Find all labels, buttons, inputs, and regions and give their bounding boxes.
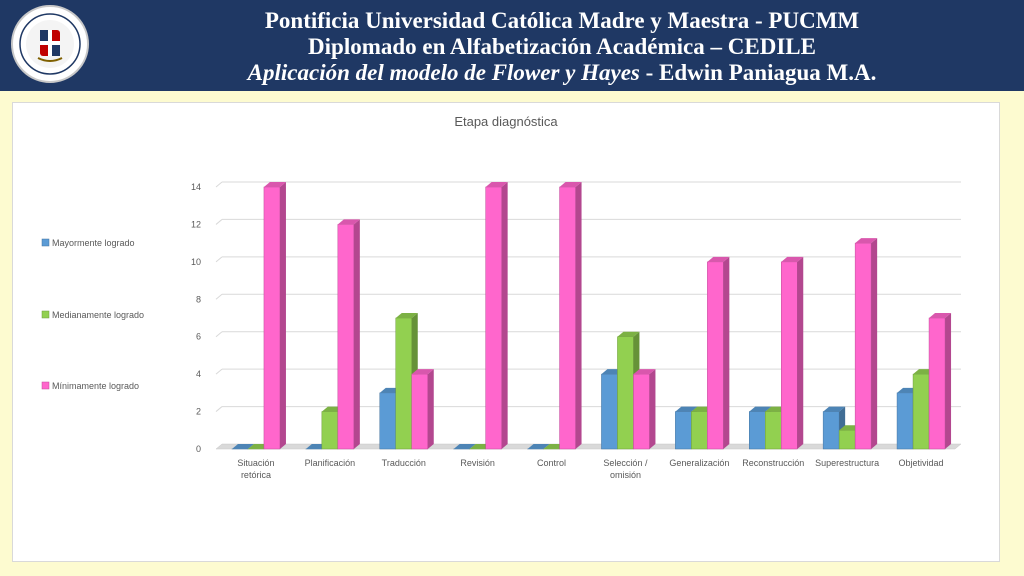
title-line-3-italic: Aplicación del modelo de Flower y Hayes (247, 60, 640, 85)
bar-2-9 (928, 317, 946, 450)
bar-top-0-7 (749, 406, 772, 412)
x-tick-label-5-0: Selección / (603, 458, 648, 468)
bar-side-2-4 (575, 182, 582, 449)
legend-swatch-1 (41, 310, 50, 319)
bar-top-0-3 (453, 444, 476, 449)
bar-side-2-2 (427, 369, 434, 449)
legend-label-1: Medianamente logrado (52, 310, 144, 320)
chart-title: Etapa diagnóstica (454, 114, 558, 129)
x-tick-label-8-0: Superestructura (815, 458, 879, 468)
bar-1-6 (691, 411, 708, 450)
bar-2-7 (781, 261, 798, 450)
gridline-diag-2 (215, 368, 223, 375)
y-tick-label-0: 0 (196, 444, 201, 454)
bar-side-2-8 (871, 238, 878, 449)
header-titles: Pontificia Universidad Católica Madre y … (100, 8, 1024, 86)
bar-side-2-0 (279, 182, 286, 449)
bar-1-1 (321, 411, 339, 450)
bar-top-2-3 (485, 182, 508, 187)
bar-side-2-9 (945, 313, 952, 449)
bar-top-2-4 (559, 182, 582, 187)
bar-top-2-9 (929, 313, 952, 318)
bar-side-2-7 (797, 256, 804, 449)
title-line-3: Aplicación del modelo de Flower y Hayes … (100, 60, 1024, 86)
y-tick-label-6: 12 (191, 219, 201, 229)
bar-2-4 (559, 186, 576, 450)
bar-top-2-8 (855, 238, 878, 244)
bar-side-2-5 (649, 369, 656, 449)
bar-side-2-3 (501, 182, 508, 449)
bar-top-2-1 (337, 219, 360, 225)
bar-side-2-1 (353, 219, 360, 449)
bar-1-9 (912, 373, 930, 450)
bar-2-1 (337, 224, 355, 450)
university-seal-icon (11, 5, 89, 83)
y-tick-label-7: 14 (191, 182, 201, 192)
bar-top-2-2 (411, 369, 434, 375)
bar-top-1-2 (395, 313, 418, 318)
y-tick-label-2: 4 (196, 369, 201, 379)
bar-top-1-5 (617, 331, 640, 337)
x-tick-label-6-0: Generalización (669, 458, 729, 468)
bar-top-0-6 (675, 406, 698, 412)
bar-side-2-6 (723, 256, 730, 449)
bar-0-9 (896, 392, 914, 450)
chart-panel: Etapa diagnóstica 0 2 4 6 8 10 12 14 Situación ret… (12, 102, 1000, 562)
bar-2-6 (707, 261, 724, 450)
x-tick-label-5-1: omisión (610, 470, 641, 480)
bar-top-2-0 (263, 182, 286, 187)
x-tick-label-1-0: Planificación (305, 458, 356, 468)
x-tick-label-2-0: Traducción (382, 458, 426, 468)
bar-0-6 (675, 411, 692, 450)
header-banner: Pontificia Universidad Católica Madre y … (0, 0, 1024, 91)
bar-top-2-7 (781, 256, 804, 262)
title-line-3-rest: - Edwin Paniagua M.A. (639, 60, 877, 85)
bar-1-8 (838, 430, 856, 450)
gridline-diag-6 (215, 219, 223, 225)
y-tick-label-4: 8 (196, 294, 201, 304)
gridline-diag-7 (215, 181, 223, 188)
bar-top-0-4 (527, 444, 550, 449)
x-tick-label-4-0: Control (537, 458, 566, 468)
bar-0-7 (749, 411, 766, 450)
x-tick-label-9-0: Objetividad (899, 458, 944, 468)
bar-2-8 (854, 242, 872, 450)
bar-0-8 (822, 411, 840, 450)
legend-swatch-2 (41, 381, 50, 390)
bar-2-5 (633, 373, 650, 450)
gridline-diag-3 (215, 331, 223, 338)
bar-top-0-8 (823, 406, 846, 412)
x-tick-label-0-1: retórica (241, 470, 271, 480)
bar-0-2 (379, 392, 396, 450)
bar-1-7 (765, 411, 782, 450)
y-tick-label-3: 6 (196, 332, 201, 342)
legend-swatch-0 (41, 238, 50, 247)
x-tick-label-0-0: Situación (237, 458, 274, 468)
title-line-2: Diplomado en Alfabetización Académica – … (308, 34, 816, 59)
bar-chart: Etapa diagnóstica 0 2 4 6 8 10 12 14 Situación ret… (41, 114, 962, 480)
gridline-diag-4 (215, 293, 223, 300)
gridline-diag-1 (215, 406, 223, 412)
bar-1-5 (617, 336, 634, 450)
title-line-1: Pontificia Universidad Católica Madre y … (264, 8, 860, 33)
bar-2-3 (485, 186, 502, 450)
legend-label-2: Mínimamente logrado (52, 381, 139, 391)
bar-1-2 (395, 317, 412, 450)
y-tick-label-5: 10 (191, 257, 201, 267)
bar-top-2-6 (707, 256, 730, 262)
y-tick-label-1: 2 (196, 407, 201, 417)
bar-top-2-5 (633, 369, 656, 375)
gridline-diag-5 (215, 256, 223, 263)
bar-2-0 (263, 186, 281, 450)
bar-top-0-0 (231, 444, 254, 449)
x-tick-label-3-0: Revisión (460, 458, 495, 468)
bar-0-5 (601, 373, 618, 450)
bar-2-2 (411, 373, 428, 450)
legend-label-0: Mayormente logrado (52, 238, 135, 248)
x-tick-label-7-0: Reconstrucción (742, 458, 804, 468)
